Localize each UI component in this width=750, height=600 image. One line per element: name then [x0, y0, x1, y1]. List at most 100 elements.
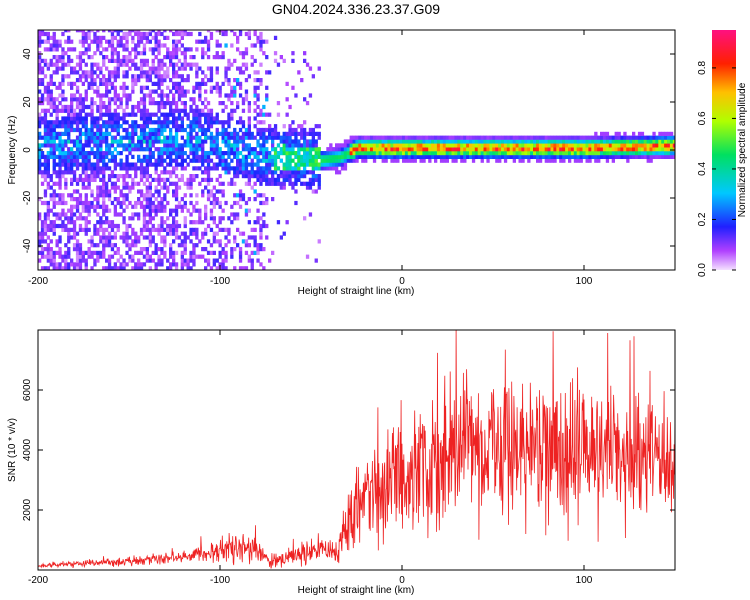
- spectrogram-cell: [75, 258, 80, 263]
- spectrogram-cell: [180, 85, 184, 90]
- spectrogram-cell: [259, 227, 263, 232]
- spectrogram-cell: [195, 227, 199, 232]
- spectrogram-cell: [125, 185, 129, 190]
- spectrogram-cell: [52, 181, 56, 186]
- spectrogram-cell: [172, 250, 176, 255]
- spectrogram-cell: [271, 147, 275, 152]
- spectrogram-cell: [503, 143, 508, 148]
- spectrogram-cell: [206, 66, 211, 71]
- spectrogram-cell: [605, 147, 610, 152]
- spectrogram-cell: [364, 143, 368, 148]
- spectrogram-cell: [253, 31, 257, 37]
- spectrogram-cell: [128, 243, 132, 248]
- spectrogram-cell: [384, 151, 388, 156]
- spectrogram-cell: [172, 239, 176, 244]
- spectrogram-cell: [134, 55, 138, 60]
- spectrogram-cell: [262, 120, 266, 125]
- spectrogram-cell: [536, 147, 540, 152]
- spectrogram-cell: [134, 250, 138, 255]
- spectrogram-cell: [160, 101, 164, 106]
- spectrogram-cell: [308, 66, 313, 71]
- spectrogram-cell: [387, 139, 391, 144]
- spectrogram-cell: [157, 104, 161, 110]
- spectrogram-cell: [46, 120, 50, 125]
- spectrogram-cell: [291, 58, 295, 63]
- spectrogram-cell: [131, 120, 135, 125]
- spectrogram-cell: [407, 151, 412, 156]
- spectrogram-cell: [157, 258, 161, 263]
- spectrogram-cell: [61, 97, 65, 102]
- spectrogram-cell: [317, 66, 321, 71]
- spectrogram-cell: [600, 147, 604, 152]
- spectrogram-cell: [70, 170, 74, 175]
- spectrogram-cell: [189, 127, 193, 133]
- spectrogram-cell: [145, 174, 149, 179]
- spectrogram-cell: [148, 220, 152, 225]
- spectrogram-cell: [265, 223, 269, 229]
- spectrogram-cell: [623, 143, 627, 148]
- spectrogram-cell: [160, 89, 164, 94]
- spectrogram-cell: [300, 127, 304, 133]
- spectrogram-cell: [38, 124, 42, 129]
- spectrogram-cell: [195, 47, 199, 52]
- spectrogram-cell: [419, 147, 423, 152]
- spectrogram-cell: [64, 116, 68, 121]
- spectrogram-cell: [154, 166, 158, 171]
- spectrogram-cell: [605, 143, 610, 148]
- spectrogram-cell: [142, 158, 147, 163]
- spectrogram-cell: [96, 43, 100, 48]
- spectrogram-cell: [236, 170, 240, 175]
- spectrogram-cell: [75, 197, 80, 202]
- spectrogram-cell: [265, 39, 269, 44]
- spectrogram-cell: [102, 30, 106, 33]
- spectrogram-cell: [67, 120, 71, 125]
- spectrogram-cell: [145, 185, 149, 190]
- spectrogram-cell: [84, 97, 88, 102]
- spectrogram-cell: [247, 197, 251, 202]
- spectrogram-cell: [233, 247, 237, 252]
- spectrogram-cell: [174, 70, 179, 75]
- spectrogram-cell: [137, 51, 141, 56]
- spectrogram-cell: [84, 112, 88, 117]
- spectrogram-cell: [273, 127, 278, 133]
- spectrogram-cell: [96, 120, 100, 125]
- spectrogram-cell: [268, 170, 272, 175]
- spectrogram-cell: [72, 223, 77, 229]
- spectrogram-cell: [113, 266, 117, 270]
- spectrogram-cell: [81, 181, 85, 186]
- spectrogram-cell: [238, 197, 243, 202]
- spectrogram-cell: [119, 30, 123, 33]
- spectrogram-cell: [186, 116, 190, 121]
- spectrogram-cell: [163, 104, 167, 110]
- spectrogram-cell: [247, 120, 251, 125]
- spectrogram-cell: [367, 151, 371, 156]
- spectrogram-cell: [201, 81, 205, 86]
- spectrogram-cell: [154, 204, 158, 209]
- spectrogram-cell: [177, 58, 182, 63]
- spectrogram-cell: [70, 81, 74, 86]
- spectrogram-cell: [142, 116, 147, 121]
- spectrogram-cell: [259, 127, 263, 133]
- spectrogram-cell: [157, 51, 161, 56]
- spectrogram-cell: [142, 254, 147, 259]
- spectrogram-cell: [113, 124, 117, 129]
- spectrogram-cell: [620, 139, 624, 144]
- spectrogram-cell: [157, 208, 161, 213]
- spectrogram-cell: [102, 189, 106, 194]
- spectrogram-cell: [658, 154, 662, 159]
- spectrogram-cell: [253, 243, 257, 248]
- spectrogram-cell: [466, 147, 470, 152]
- spectrogram-cell: [177, 108, 182, 113]
- spectrogram-cell: [253, 239, 257, 244]
- spectrogram-cell: [361, 158, 365, 163]
- spectrogram-cell: [247, 170, 251, 175]
- spectrogram-cell: [372, 151, 377, 156]
- spectrogram-cell: [125, 104, 129, 110]
- spectrogram-cell: [498, 135, 502, 140]
- spectrogram-cell: [314, 139, 318, 144]
- spectrogram-cell: [407, 147, 412, 152]
- spectrogram-cell: [518, 154, 522, 159]
- spectrogram-cell: [515, 147, 519, 152]
- spectrogram-cell: [61, 93, 65, 98]
- spectrogram-cell: [131, 139, 135, 144]
